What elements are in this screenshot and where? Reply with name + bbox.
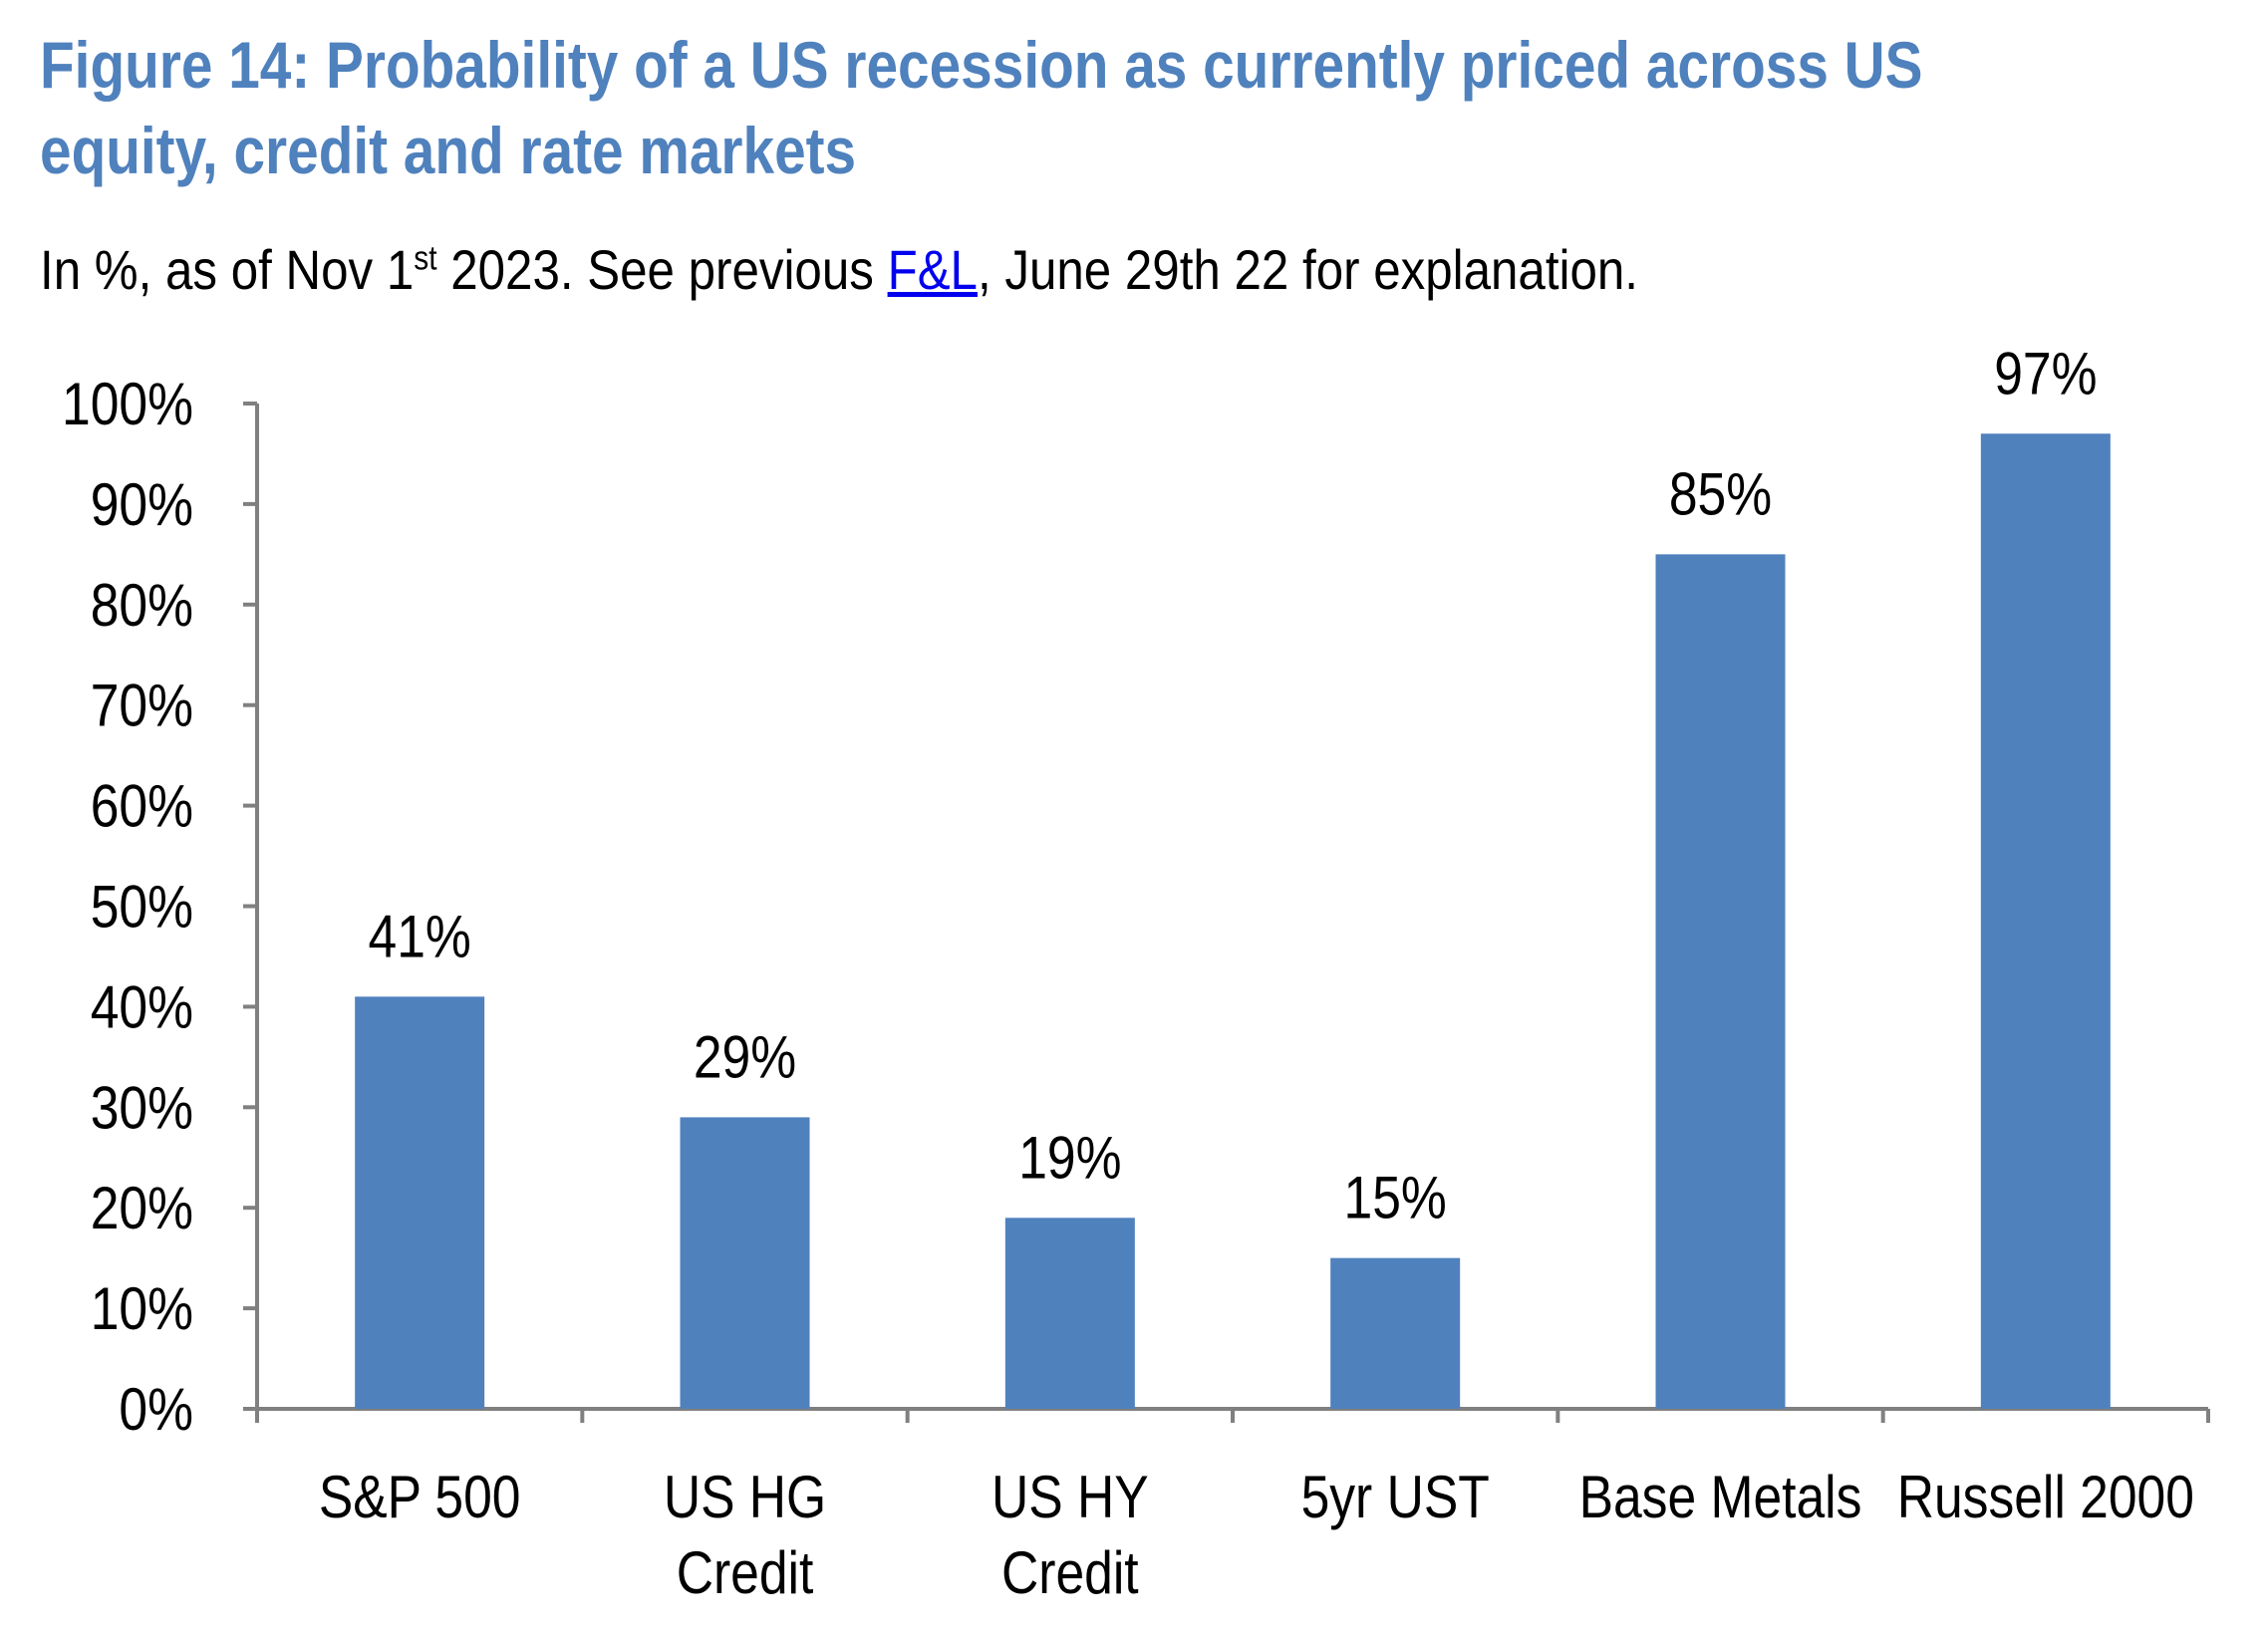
- y-tick-label: 60%: [91, 772, 193, 840]
- y-tick-label: 40%: [91, 973, 193, 1041]
- category-label: US HG: [664, 1463, 826, 1530]
- bar: [1330, 1257, 1461, 1409]
- y-axis: 0% 10% 20% 30% 40% 50% 60% 70% 80% 90% 100%: [62, 370, 259, 1443]
- bar: [1655, 554, 1786, 1409]
- y-tick-label: 80%: [91, 571, 193, 639]
- subtitle-prefix: In %, as of Nov 1: [40, 238, 415, 301]
- bar: [1980, 433, 2111, 1409]
- category-label: 5yr UST: [1301, 1463, 1490, 1530]
- bars: [355, 433, 2111, 1409]
- category-labels: S&P 500 US HG Credit US HY Credit 5yr UST Base…: [319, 1463, 2194, 1606]
- category-label: Credit: [1001, 1538, 1139, 1606]
- y-tick-label: 90%: [91, 470, 193, 538]
- subtitle-suffix: , June 29th 22 for explanation.: [977, 238, 1638, 301]
- subtitle-mid: 2023. See previous: [436, 238, 888, 301]
- figure-title: Figure 14: Probability of a US recession…: [40, 28, 1923, 187]
- category-label: Russell 2000: [1897, 1463, 2194, 1530]
- subtitle-superscript: st: [414, 239, 437, 278]
- y-tick-label: 70%: [91, 672, 193, 739]
- bar: [1004, 1218, 1135, 1409]
- category-label: Base Metals: [1579, 1463, 1862, 1530]
- y-tick-label: 30%: [91, 1074, 193, 1142]
- y-tick-label: 0%: [119, 1375, 193, 1443]
- figure-subtitle: In %, as of Nov 1st 2023. See previous F…: [40, 235, 1638, 305]
- data-label: 29%: [694, 1023, 796, 1091]
- category-label: S&P 500: [319, 1463, 521, 1530]
- fl-link[interactable]: F&L: [887, 238, 978, 301]
- y-tick-label: 50%: [91, 873, 193, 941]
- data-label: 19%: [1018, 1124, 1121, 1192]
- data-label: 97%: [1994, 340, 2097, 408]
- category-label: Credit: [677, 1538, 814, 1606]
- data-label: 41%: [369, 903, 471, 970]
- category-label: US HY: [992, 1463, 1149, 1530]
- bar: [355, 996, 485, 1409]
- y-tick-label: 10%: [91, 1274, 193, 1342]
- data-label: 15%: [1344, 1164, 1447, 1231]
- data-labels: 41% 29% 19% 15% 85% 97%: [369, 340, 2098, 1231]
- x-axis: [255, 1407, 2210, 1423]
- bar: [680, 1117, 810, 1409]
- y-tick-label: 100%: [62, 370, 193, 437]
- y-tick-label: 20%: [91, 1175, 193, 1242]
- data-label: 85%: [1669, 460, 1772, 528]
